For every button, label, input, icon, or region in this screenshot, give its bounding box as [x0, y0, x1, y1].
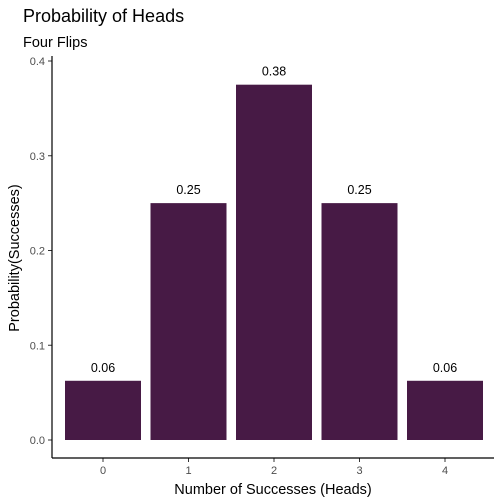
- chart-subtitle: Four Flips: [23, 35, 87, 51]
- bar-value-label: 0.06: [433, 361, 457, 375]
- bar: [321, 203, 398, 440]
- bars-group: [65, 84, 483, 440]
- x-tick-label: 4: [442, 465, 448, 477]
- bar-value-labels: 0.06 0.25 0.38 0.25 0.06: [91, 65, 457, 375]
- bar: [236, 84, 312, 440]
- x-axis-title: Number of Successes (Heads): [174, 482, 371, 498]
- bar-value-label: 0.38: [262, 65, 286, 79]
- y-axis-ticks: 0.0 0.1 0.2 0.3 0.4: [30, 56, 52, 447]
- chart-title: Probability of Heads: [23, 6, 184, 26]
- bar: [65, 380, 141, 440]
- y-axis-title: Probability(Successes): [7, 184, 23, 331]
- y-tick-label: 0.0: [30, 435, 45, 447]
- bar-value-label: 0.25: [347, 183, 371, 197]
- y-tick-label: 0.1: [30, 340, 45, 352]
- bar: [407, 380, 483, 440]
- x-tick-label: 0: [100, 465, 106, 477]
- bar: [150, 203, 227, 440]
- y-tick-label: 0.2: [30, 246, 45, 258]
- bar-value-label: 0.25: [176, 183, 200, 197]
- y-tick-label: 0.3: [30, 151, 45, 163]
- x-tick-label: 1: [185, 465, 191, 477]
- bar-value-label: 0.06: [91, 361, 115, 375]
- y-tick-label: 0.4: [30, 56, 45, 68]
- x-tick-label: 3: [356, 465, 362, 477]
- x-axis-ticks: 0 1 2 3 4: [100, 458, 448, 477]
- x-tick-label: 2: [271, 465, 277, 477]
